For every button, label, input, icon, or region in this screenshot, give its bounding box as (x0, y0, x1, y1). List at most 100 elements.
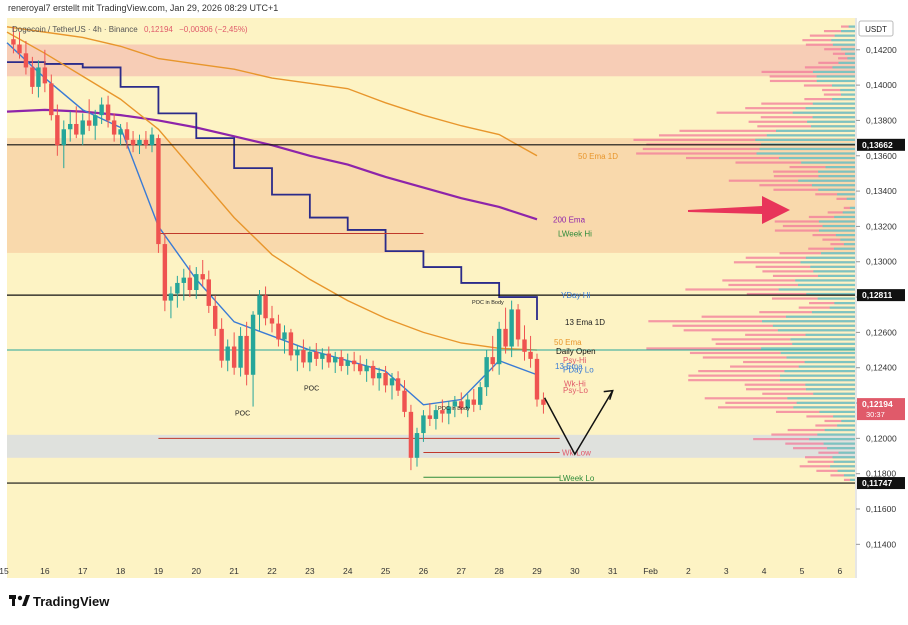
candle-body (162, 244, 168, 301)
volume-bar-value-area (818, 220, 855, 223)
level-labels: 50 Ema 1D 200 Ema LWeek Hi YDay Hi 13 Ema 1D… (235, 152, 618, 483)
candle-body (376, 373, 382, 379)
price-highlight-badge (857, 289, 905, 302)
volume-bar-value-area (798, 283, 855, 287)
volume-bar (808, 247, 855, 250)
candle-body (105, 104, 111, 121)
candle-body (49, 83, 54, 116)
candle-body (357, 364, 363, 372)
volume-bar (773, 175, 855, 178)
volume-bar (728, 179, 855, 182)
volume-bar (815, 424, 855, 427)
logo-mark-slash (22, 595, 30, 606)
volume-bar (646, 347, 855, 350)
volume-bar-value-area (831, 39, 855, 42)
candle-body (137, 139, 142, 146)
candle-body (307, 351, 313, 363)
volume-bar-value-area (835, 234, 855, 237)
price-tick-label: 0,13200 (866, 221, 897, 231)
volume-bar-value-area (756, 152, 855, 155)
volume-bar-value-area (842, 211, 855, 214)
level-label-yday_hi: YDay Hi (561, 291, 591, 300)
volume-bar-value-area (759, 147, 855, 151)
volume-bar-value-area (784, 370, 855, 373)
volume-bar (843, 478, 855, 481)
volume-bar (716, 111, 855, 114)
volume-bar-value-area (850, 478, 855, 481)
volume-bar (775, 410, 855, 413)
price-tick-label: 0,11800 (866, 469, 896, 479)
volume-bar (787, 428, 855, 432)
candle-body (231, 346, 237, 368)
level-label-ema200: 200 Ema (553, 215, 586, 224)
volume-bar (804, 98, 855, 101)
volume-bar-value-area (805, 388, 855, 391)
volume-bar (805, 43, 855, 46)
time-tick-label: 31 (608, 566, 618, 576)
candle-body (219, 328, 224, 361)
price-tick-label: 0,12600 (866, 327, 897, 337)
candle-body (295, 350, 300, 356)
volume-bar-value-area (832, 456, 855, 459)
volume-bar-value-area (801, 161, 855, 164)
series-line-2 (7, 61, 538, 321)
candles-layer (11, 26, 546, 471)
time-tick-label: 17 (78, 566, 88, 576)
volume-bar (807, 460, 855, 463)
volume-bar (725, 401, 855, 404)
volume-bar-value-area (779, 379, 855, 382)
price-tick-label: 0,13000 (866, 257, 897, 267)
candle-body (276, 323, 281, 340)
volume-bar-value-area (832, 43, 855, 46)
candle-body (496, 328, 502, 365)
volume-bar-value-area (840, 238, 855, 241)
time-tick-label: 28 (494, 566, 504, 576)
symbol-name[interactable]: Dogecoin / TetherUS · 4h · Binance (12, 25, 138, 34)
time-tick-label: 22 (267, 566, 277, 576)
candle-body (187, 277, 193, 290)
logo-mark-stem (12, 595, 15, 606)
volume-bar-value-area (825, 166, 855, 169)
price-tick-label: 0,13400 (866, 186, 897, 196)
volume-bar-value-area (818, 274, 855, 277)
volume-bar-value-area (846, 197, 855, 200)
candle-body (206, 279, 211, 306)
candle-body (459, 401, 464, 409)
candle-body (395, 378, 401, 391)
volume-bar (672, 324, 855, 327)
volume-bar-value-area (849, 206, 855, 209)
volume-bar-value-area (843, 474, 855, 477)
volume-bar (818, 61, 855, 64)
level-label-psy_hi: Psy-Hi (563, 356, 587, 365)
volume-bar (804, 66, 855, 69)
currency-badge[interactable] (858, 20, 894, 37)
volume-bar (822, 88, 855, 92)
time-tick-label: 24 (343, 566, 353, 576)
volume-bar-value-area (777, 329, 855, 332)
candle-body (465, 399, 470, 409)
volume-bar-value-area (798, 179, 855, 182)
time-tick-label: 2 (686, 566, 691, 576)
level-label-ema13: 13 Ema (555, 362, 583, 371)
volume-bar-value-area (822, 224, 855, 228)
volume-bar-value-area (837, 469, 855, 472)
time-ticks: 15 16 17 18 19 20 21 22 23 24 25 26 27 28 29 30 31 Feb 2 3 4… (0, 566, 842, 576)
volume-bar-value-area (800, 261, 855, 264)
candle-body (440, 410, 445, 414)
time-tick-label: 15 (0, 566, 9, 576)
volume-bar (760, 116, 855, 119)
volume-bar-value-area (786, 356, 855, 359)
price-tick-label: 0,13800 (866, 115, 897, 125)
volume-bar-value-area (818, 175, 855, 178)
volume-bar-value-area (798, 365, 855, 368)
volume-bar-value-area (778, 156, 855, 160)
volume-bar (701, 315, 855, 318)
candle-body (478, 387, 483, 405)
time-axis[interactable] (7, 562, 855, 578)
volume-bar-value-area (780, 374, 855, 377)
volume-bar-value-area (833, 460, 855, 463)
currency-label: USDT (865, 25, 887, 34)
volume-bar-value-area (841, 30, 855, 33)
candle-body (326, 353, 331, 363)
volume-bar (745, 333, 855, 336)
